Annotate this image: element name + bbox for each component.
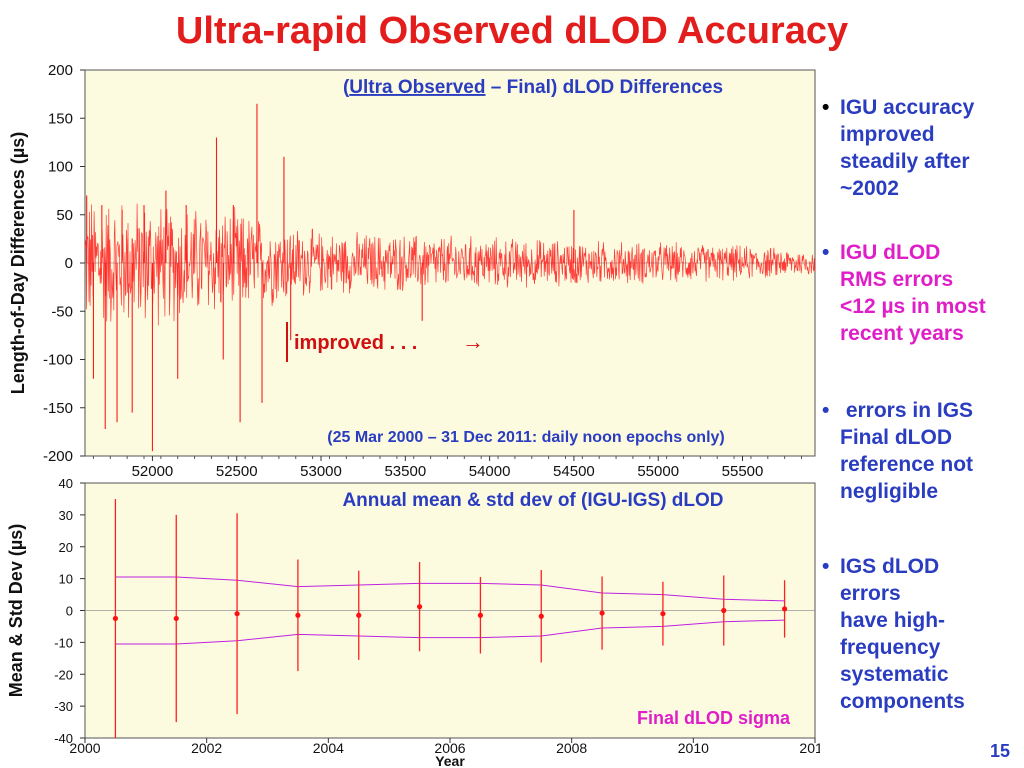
y-tick-label: 30 (59, 508, 73, 523)
mean-point (477, 612, 484, 618)
mean-point (416, 604, 423, 610)
title-part-underlined: Ultra Observed (349, 77, 485, 98)
title-part: – Final) dLOD Differences (486, 77, 724, 98)
bullet-igu-accuracy: • IGU accuracy improved steadily after ~… (822, 94, 1022, 202)
bullet-line: components (840, 690, 965, 713)
y-tick-label: -10 (54, 635, 73, 650)
y-tick-label: 50 (56, 207, 73, 224)
x-tick-label: 2000 (69, 740, 100, 756)
y-tick-label: -50 (51, 303, 73, 320)
x-tick-label: 55500 (722, 463, 764, 480)
bullet-dot: • (822, 241, 830, 264)
date-range-annotation: (25 Mar 2000 – 31 Dec 2011: daily noon e… (327, 429, 725, 446)
mean-point (173, 615, 179, 622)
mean-point (721, 607, 727, 614)
bullet-dot: • (822, 96, 830, 119)
y-tick-label: -30 (54, 699, 73, 714)
mean-point (538, 613, 544, 619)
y-tick-label: 100 (48, 159, 73, 176)
x-tick-label: 52000 (132, 463, 174, 480)
y-axis-label: Mean & Std Dev (µs) (6, 524, 26, 697)
y-tick-label: -150 (43, 400, 73, 417)
bullet-line: systematic (840, 663, 949, 686)
bullet-text: IGU accuracy improved steadily after ~20… (840, 94, 1022, 202)
bullet-line: IGU dLOD (840, 241, 941, 264)
bullet-line: improved (840, 123, 935, 146)
bullet-igs-dlod-errors: • IGS dLOD errors have high- frequency s… (822, 553, 1022, 715)
improved-annotation: improved . . . (294, 332, 417, 354)
bullet-line: steadily after (840, 150, 970, 173)
y-tick-label: 150 (48, 110, 73, 127)
dlod-difference-series (84, 203, 816, 326)
mean-point (781, 606, 788, 612)
x-tick-label: 55000 (637, 463, 679, 480)
y-tick-label: -200 (43, 448, 73, 465)
sigma-label: Final dLOD sigma (637, 708, 791, 728)
chart-title: (Ultra Observed – Final) dLOD Difference… (343, 77, 723, 98)
x-tick-label: 54500 (553, 463, 595, 480)
y-tick-label: -20 (54, 667, 73, 682)
bullet-dot: • (822, 555, 830, 578)
x-tick-label: 54000 (469, 463, 511, 480)
dlod-differences-chart: 200 150 100 50 0 -50 -100 -150 -200 52000 52500 530… (8, 62, 816, 480)
title-part: ( (343, 77, 350, 98)
mean-point (234, 611, 240, 617)
bullet-line: <12 µs in most (840, 295, 986, 318)
x-tick-label: 2002 (191, 740, 222, 756)
x-tick-label: 53000 (300, 463, 342, 480)
x-axis-label: Year (435, 753, 465, 768)
y-tick-label: 0 (66, 604, 73, 619)
x-tick-label: 2004 (313, 740, 344, 756)
slide-title: Ultra-rapid Observed dLOD Accuracy (175, 10, 849, 52)
sigma-upper-line (115, 576, 785, 602)
y-tick-label: -100 (43, 352, 73, 369)
bullet-line: negligible (840, 480, 939, 503)
y-tick-label: 10 (59, 572, 73, 587)
x-tick-label: 2006 (434, 740, 465, 756)
x-tick-label: 53500 (384, 463, 426, 480)
bullet-line: have high- (840, 609, 946, 632)
x-tick-label: 2012 (799, 740, 820, 756)
bullet-line: ~2002 (840, 177, 899, 200)
mean-point (599, 610, 605, 616)
y-tick-label: 200 (48, 62, 73, 79)
mean-point (356, 612, 362, 618)
y-tick-label: 0 (65, 255, 73, 272)
bullet-igu-rms: • IGU dLOD RMS errors <12 µs in most rec… (822, 239, 1022, 347)
bullet-text: IGU dLOD RMS errors <12 µs in most recen… (840, 239, 1022, 347)
mean-point (295, 612, 301, 618)
y-tick-label: 20 (59, 540, 73, 555)
x-tick-label: 2010 (678, 740, 709, 756)
bullet-text: errors in IGS Final dLOD reference not n… (840, 397, 1022, 505)
x-tick-label: 2008 (556, 740, 587, 756)
bullet-line: errors in IGS (840, 399, 974, 422)
bullet-line: RMS errors (840, 268, 954, 291)
bullet-dot: • (822, 399, 830, 422)
sigma-lower-line (115, 619, 785, 645)
bullet-igs-errors: • errors in IGS Final dLOD reference not… (822, 397, 1022, 505)
y-tick-label: 40 (59, 476, 73, 491)
bullet-line: recent years (840, 322, 964, 345)
bullet-line: IGU accuracy (840, 96, 975, 119)
mean-point (660, 611, 666, 617)
page-number: 15 (989, 741, 1010, 761)
mean-point (112, 615, 119, 622)
bullet-text: IGS dLOD errors have high- frequency sys… (840, 553, 1022, 715)
x-tick-label: 52500 (216, 463, 258, 480)
bullet-line: reference not (840, 453, 974, 476)
bullet-line: IGS dLOD (840, 555, 940, 578)
y-tick-label: -40 (54, 731, 73, 746)
improved-arrow: → (462, 329, 484, 354)
chart-title: Annual mean & std dev of (IGU-IGS) dLOD (342, 490, 723, 511)
bullet-line: errors (840, 582, 901, 605)
bullet-line: frequency (840, 636, 941, 659)
bullet-line: Final dLOD (840, 426, 952, 449)
y-axis-label: Length-of-Day Differences (µs) (8, 132, 28, 394)
